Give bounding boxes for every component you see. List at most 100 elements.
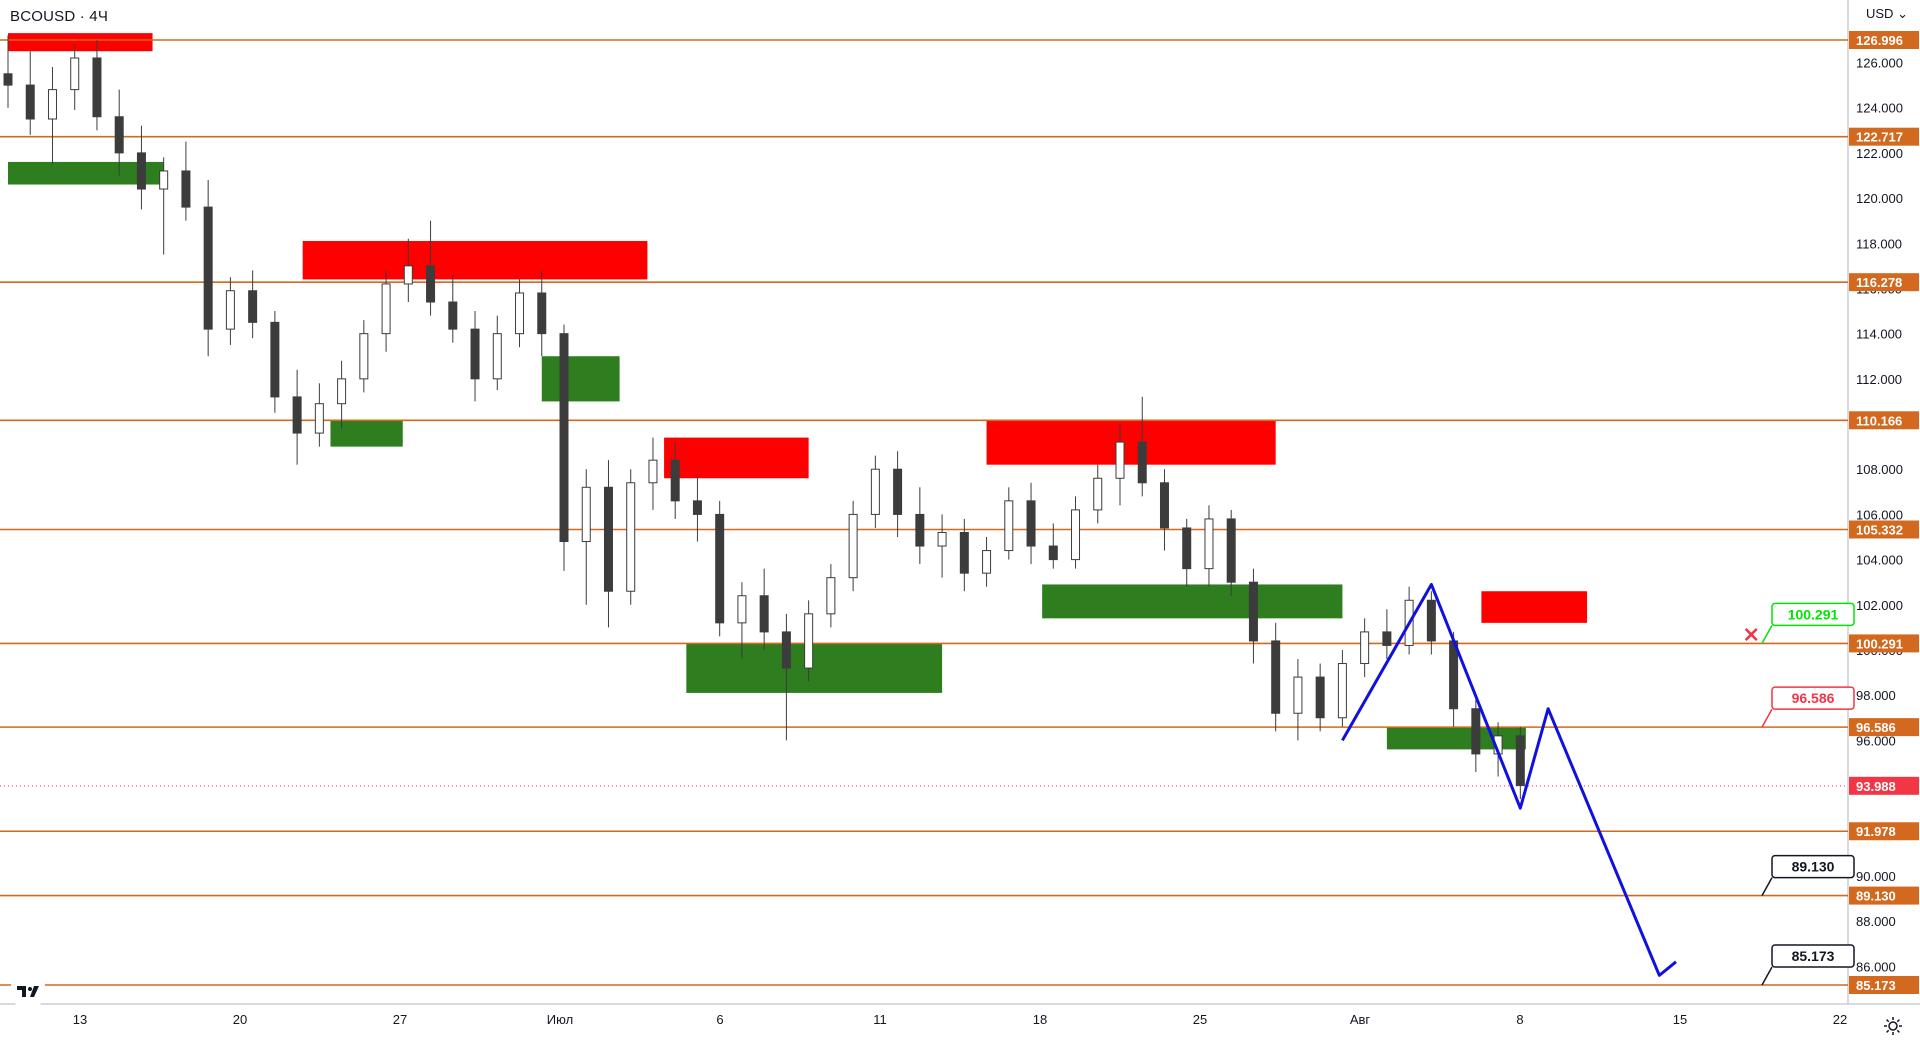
tradingview-logo[interactable] (10, 973, 46, 1009)
candle-body-23 (515, 292, 525, 335)
candle-body-52 (1159, 482, 1169, 529)
level-tag-4 (1849, 520, 1919, 539)
zone-bear-0 (8, 33, 153, 52)
y-tick-label: 86.000 (1856, 959, 1896, 974)
projection-path (1341, 582, 1677, 977)
candle-body-37 (826, 577, 836, 615)
zone-bull-10 (1386, 726, 1526, 750)
candle-body-43 (959, 531, 969, 574)
zone-bear-2 (302, 241, 648, 280)
annotation-label: 89.130 (1792, 859, 1835, 875)
annotation-label: 96.586 (1792, 690, 1835, 706)
candle-body-49 (1093, 477, 1103, 511)
candle-body-28 (626, 482, 636, 592)
candle-body-51 (1137, 441, 1147, 484)
level-tag-label: 85.173 (1856, 978, 1896, 993)
y-tick-label: 96.000 (1856, 733, 1896, 748)
y-tick-label: 90.000 (1856, 869, 1896, 884)
level-tag-8 (1849, 886, 1919, 905)
zone-bull-1 (8, 161, 164, 185)
candle-body-24 (537, 292, 547, 335)
x-tick-label: 25 (1193, 1012, 1207, 1027)
candle-body-53 (1182, 527, 1192, 570)
x-tick-label: Авг (1350, 1012, 1371, 1027)
annotation-box-3 (1771, 944, 1855, 968)
candle-body-57 (1271, 640, 1281, 714)
x-tick-label: 13 (73, 1012, 87, 1027)
candle-body-48 (1071, 509, 1081, 561)
candle-body-12 (270, 321, 280, 398)
candle-body-19 (426, 265, 436, 303)
x-tick-label: 27 (393, 1012, 407, 1027)
candle-body-4 (92, 57, 102, 118)
annotation-box-2 (1771, 854, 1855, 879)
candle-body-62 (1382, 631, 1392, 646)
candle-body-21 (470, 328, 480, 380)
y-tick-label: 112.000 (1856, 372, 1902, 387)
annotation-pointer-0 (1761, 625, 1773, 644)
y-tick-label: 104.000 (1856, 553, 1903, 568)
y-tick-label: 114.000 (1856, 327, 1902, 342)
candle-body-8 (181, 170, 191, 208)
candle-body-40 (893, 468, 903, 515)
annotation-label: 85.173 (1792, 948, 1835, 964)
candle-body-36 (804, 613, 814, 669)
candle-body-18 (403, 265, 413, 285)
y-tick-label: 122.000 (1856, 146, 1903, 161)
candle-body-59 (1315, 676, 1325, 719)
level-tag-1 (1849, 127, 1919, 146)
currency-label: USD (1866, 6, 1894, 21)
level-tag-label: 89.130 (1856, 889, 1896, 904)
candle-body-38 (848, 513, 858, 579)
annotation-box-1 (1771, 686, 1855, 710)
x-tick-label: 22 (1833, 1012, 1847, 1027)
candle-body-2 (47, 89, 57, 120)
y-tick-label: 108.000 (1856, 462, 1903, 477)
x-tick-label: 20 (233, 1012, 247, 1027)
candle-body-16 (359, 333, 369, 380)
gear-icon[interactable] (1882, 1015, 1904, 1037)
currency-dropdown[interactable]: USD ⌄ (1866, 6, 1908, 22)
candle-body-34 (759, 595, 769, 633)
symbol-title: BCOUSD · 4Ч (10, 8, 109, 25)
candle-body-64 (1426, 599, 1436, 642)
candle-body-15 (337, 378, 347, 405)
level-tag-label: 110.166 (1856, 413, 1902, 428)
candle-body-45 (1004, 500, 1014, 552)
x-tick-label: 18 (1033, 1012, 1047, 1027)
candle-body-6 (136, 152, 146, 190)
y-tick-label: 98.000 (1856, 688, 1896, 703)
candle-body-22 (492, 333, 502, 380)
level-tag-2 (1849, 273, 1919, 292)
annotation-box-0 (1771, 602, 1855, 627)
candle-body-39 (870, 468, 880, 515)
candle-body-3 (70, 57, 80, 91)
candle-body-58 (1293, 676, 1303, 714)
candle-body-60 (1337, 663, 1347, 719)
current-price-tag (1849, 776, 1919, 795)
candle-body-0 (3, 73, 13, 86)
zone-bear-5 (664, 437, 809, 479)
annotation-pointer-2 (1761, 877, 1773, 896)
level-tag-label: 122.717 (1856, 130, 1903, 145)
candle-body-31 (692, 500, 702, 515)
candle-body-56 (1248, 581, 1258, 642)
level-tag-label: 126.996 (1856, 33, 1903, 48)
tv-logo-icon (17, 986, 39, 997)
annotation-label: 100.291 (1788, 606, 1839, 622)
x-tick-label: 11 (873, 1012, 887, 1027)
candle-body-66 (1471, 708, 1481, 755)
y-tick-label: 106.000 (1856, 507, 1903, 522)
candle-body-14 (314, 403, 324, 434)
candle-body-5 (114, 116, 124, 154)
level-tag-7 (1849, 822, 1919, 841)
zone-bear-7 (986, 419, 1276, 465)
zone-bull-4 (541, 356, 620, 402)
candle-body-54 (1204, 518, 1214, 570)
candle-body-47 (1048, 545, 1058, 561)
candle-body-32 (715, 513, 725, 624)
candle-body-50 (1115, 441, 1125, 479)
annotation-pointer-1 (1761, 708, 1773, 728)
